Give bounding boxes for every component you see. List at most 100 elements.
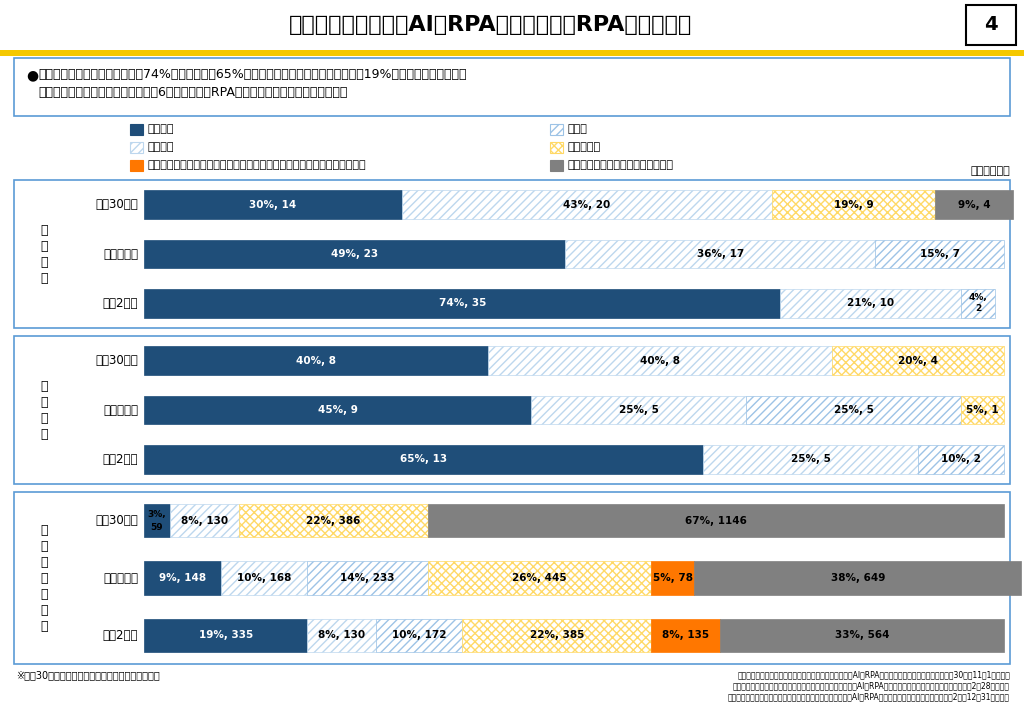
Bar [239, 504, 428, 537]
Text: 25%, 5: 25%, 5 [791, 454, 830, 464]
Text: 都
道
府
県: 都 道 府 県 [40, 224, 48, 285]
Text: 実証中: 実証中 [567, 124, 587, 134]
Text: 令和元年度: 令和元年度 [103, 248, 138, 261]
Bar [874, 240, 1004, 268]
Bar [307, 562, 428, 595]
Text: 総務省行政通信行政局地域通信振興課「地方自治体におけるAI・RPAの実証実験・導入状況調査」（令和2年度12月31日現在）: 総務省行政通信行政局地域通信振興課「地方自治体におけるAI・RPAの実証実験・導… [728, 692, 1010, 701]
Bar [550, 124, 563, 134]
Bar [550, 160, 563, 170]
Text: 平成30年度: 平成30年度 [95, 198, 138, 211]
Text: 導入の検討を行った、または実証実験を実施したが導入には至らなかった: 導入の検討を行った、または実証実験を実施したが導入には至らなかった [147, 160, 366, 170]
Text: 令和2年度: 令和2年度 [102, 629, 138, 642]
Text: 導入検討中: 導入検討中 [567, 142, 600, 152]
Bar [550, 141, 563, 153]
Text: 指
定
都
市: 指 定 都 市 [40, 380, 48, 440]
Text: 団体数（件）: 団体数（件） [971, 166, 1010, 176]
Text: 30%, 14: 30%, 14 [250, 200, 297, 209]
Text: 10%, 168: 10%, 168 [238, 573, 292, 583]
Bar [144, 289, 780, 317]
Text: 33%, 564: 33%, 564 [835, 630, 890, 640]
Bar [130, 160, 143, 170]
Bar [402, 190, 772, 219]
Text: 40%, 8: 40%, 8 [640, 356, 680, 366]
Bar [14, 58, 1010, 116]
Text: 平成30年度: 平成30年度 [95, 354, 138, 367]
Bar [703, 445, 918, 474]
Text: 令和元年度: 令和元年度 [103, 572, 138, 584]
Bar [130, 141, 143, 153]
Text: 25%, 5: 25%, 5 [834, 405, 873, 415]
Bar [130, 124, 143, 134]
Text: 22%, 386: 22%, 386 [306, 515, 360, 525]
Bar [746, 395, 961, 425]
Bar [14, 492, 1010, 664]
Text: 5%, 1: 5%, 1 [967, 405, 998, 415]
Bar [144, 562, 221, 595]
Bar [144, 190, 402, 219]
Text: 49%, 23: 49%, 23 [331, 249, 378, 259]
Text: 導入済み団体数は、都道府県が74%、指定都市が65%まで増加した。その他の市区町村は19%にとどまっているが、: 導入済み団体数は、都道府県が74%、指定都市が65%まで増加した。その他の市区町… [38, 68, 467, 81]
Text: 4%,: 4%, [969, 293, 987, 302]
Text: 令和2年度: 令和2年度 [102, 453, 138, 466]
Bar [144, 346, 488, 375]
Text: 総務省行政通信行政局地域通信振興課「地方自治体におけるAI・RPAの実証実験・導入状況調査」（令和元年度2月28日現在）: 総務省行政通信行政局地域通信振興課「地方自治体におけるAI・RPAの実証実験・導… [733, 681, 1010, 690]
Bar [961, 289, 995, 317]
Bar [144, 504, 170, 537]
Bar [14, 180, 1010, 328]
Bar [428, 504, 1004, 537]
Text: 平成30年度: 平成30年度 [95, 514, 138, 527]
Bar [144, 240, 565, 268]
Text: 40%, 8: 40%, 8 [296, 356, 336, 366]
Bar [694, 562, 1021, 595]
Text: 令和元年度: 令和元年度 [103, 403, 138, 417]
Bar [376, 618, 462, 652]
Bar [935, 190, 1013, 219]
Text: ●: ● [26, 68, 38, 82]
Text: 8%, 135: 8%, 135 [663, 630, 710, 640]
Text: 43%, 20: 43%, 20 [563, 200, 610, 209]
Text: 2: 2 [975, 305, 981, 313]
Bar [307, 618, 376, 652]
Text: 15%, 7: 15%, 7 [920, 249, 959, 259]
Text: 10%, 2: 10%, 2 [941, 454, 981, 464]
Text: 36%, 17: 36%, 17 [696, 249, 743, 259]
Bar [144, 445, 703, 474]
Text: 導入済み: 導入済み [147, 124, 173, 134]
Text: 10%, 172: 10%, 172 [392, 630, 446, 640]
Text: 20%, 4: 20%, 4 [898, 356, 938, 366]
Bar [966, 5, 1016, 45]
Bar [651, 562, 694, 595]
Bar [961, 395, 1004, 425]
Text: 導入予定、導入検討中を含めると約6割の自治体がRPAの導入に向けて取り組んでいる。: 導入予定、導入検討中を含めると約6割の自治体がRPAの導入に向けて取り組んでいる… [38, 86, 347, 99]
Text: 22%, 385: 22%, 385 [529, 630, 584, 640]
Text: 導入予定: 導入予定 [147, 142, 173, 152]
Text: 26%, 445: 26%, 445 [512, 573, 567, 583]
Text: 21%, 10: 21%, 10 [847, 298, 894, 308]
Bar [428, 562, 651, 595]
Bar [831, 346, 1004, 375]
Text: 令和2年度: 令和2年度 [102, 297, 138, 310]
Text: 地方自治体におけるAI・RPAの導入状況（RPA導入状況）: 地方自治体におけるAI・RPAの導入状況（RPA導入状況） [289, 15, 691, 35]
Bar [0, 50, 1024, 56]
Bar [221, 562, 307, 595]
Bar [772, 190, 935, 219]
Text: 5%, 78: 5%, 78 [653, 573, 693, 583]
Text: 38%, 649: 38%, 649 [830, 573, 885, 583]
Text: 45%, 9: 45%, 9 [317, 405, 357, 415]
Bar [170, 504, 239, 537]
Text: 8%, 130: 8%, 130 [180, 515, 227, 525]
Text: 59: 59 [151, 523, 163, 532]
Text: 19%, 335: 19%, 335 [199, 630, 253, 640]
Bar [14, 336, 1010, 484]
Text: 25%, 5: 25%, 5 [618, 405, 658, 415]
Text: 14%, 233: 14%, 233 [340, 573, 395, 583]
Text: 4: 4 [984, 16, 997, 35]
Text: 67%, 1146: 67%, 1146 [685, 515, 746, 525]
Text: 総務省自治行政局行政経営支援室「地方自治体におけるAI・RPAの実証実験・導入状況調査」（平成30年度11月1日現在）: 総務省自治行政局行政経営支援室「地方自治体におけるAI・RPAの実証実験・導入状… [737, 670, 1010, 679]
Bar [651, 618, 720, 652]
Text: 65%, 13: 65%, 13 [400, 454, 447, 464]
Text: 9%, 4: 9%, 4 [957, 200, 990, 209]
Text: そ
の
他
市
区
町
村: そ の 他 市 区 町 村 [40, 523, 48, 633]
Bar [144, 395, 531, 425]
Text: 74%, 35: 74%, 35 [438, 298, 485, 308]
